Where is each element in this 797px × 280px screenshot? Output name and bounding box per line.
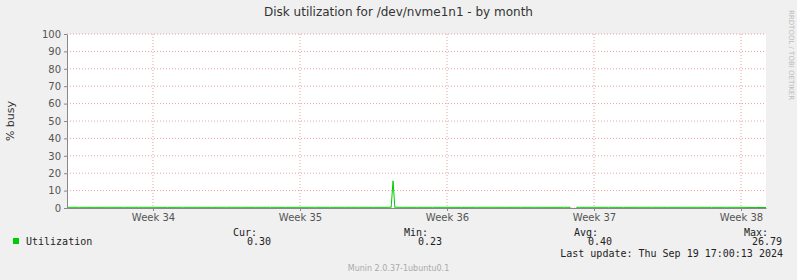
tick-mark: [64, 156, 67, 157]
tick-label: 80: [48, 64, 61, 75]
tick: Week 35: [279, 208, 322, 223]
tick-label: Week 37: [573, 212, 616, 223]
tick-label: 10: [48, 185, 61, 196]
background: [0, 0, 797, 280]
tick: 80: [48, 64, 67, 75]
tick-label: Week 36: [426, 212, 469, 223]
grid-line: [594, 34, 595, 208]
tick: 50: [48, 116, 67, 127]
chart: Week 34 Week 35 Week 36 Week 37 Week 38 0 10 20…: [0, 0, 797, 280]
tick: 90: [48, 46, 67, 57]
stat-value: 26.79: [752, 236, 782, 247]
tick: Week 37: [573, 208, 616, 223]
tick-mark: [64, 138, 67, 139]
last-update: Last update: Thu Sep 19 17:00:13 2024: [560, 248, 783, 259]
tick-mark: [64, 173, 67, 174]
tick-label: 50: [48, 116, 61, 127]
tick-mark: [447, 208, 448, 211]
tick: 100: [42, 29, 67, 40]
tick-label: Week 38: [720, 212, 763, 223]
tick: 60: [48, 98, 67, 109]
axis-line: [67, 35, 68, 209]
grid-line: [67, 103, 766, 104]
tick-mark: [64, 86, 67, 87]
tick-mark: [153, 208, 154, 211]
grid-line: [67, 51, 766, 52]
grid-line: [152, 34, 153, 208]
grid-line: [300, 34, 301, 208]
tick-label: 40: [48, 133, 61, 144]
grid: [67, 34, 766, 208]
x-axis: Week 34 Week 35 Week 36 Week 37 Week 38: [68, 208, 767, 223]
credit: Munin 2.0.37-1ubuntu0.1: [348, 264, 450, 273]
tick-mark: [64, 191, 67, 192]
tick-label: 100: [42, 29, 61, 40]
grid-line: [67, 155, 766, 156]
tick-mark: [64, 34, 67, 35]
tick: 40: [48, 133, 67, 144]
watermark: RRDTOOL / TOBI OETIKER: [787, 10, 795, 100]
tick-label: 30: [48, 151, 61, 162]
tick-label: Week 35: [279, 212, 322, 223]
axis-line: [68, 208, 767, 209]
y-axis-title: % busy: [4, 100, 17, 141]
grid-line: [741, 34, 742, 208]
tick-label: 90: [48, 46, 61, 57]
grid-line: [67, 173, 766, 174]
tick-label: 60: [48, 98, 61, 109]
tick: 20: [48, 168, 67, 179]
tick: Week 36: [426, 208, 469, 223]
grid-line: [447, 34, 448, 208]
tick-mark: [300, 208, 301, 211]
stat-value: 0.40: [588, 236, 612, 247]
tick-mark: [64, 51, 67, 52]
tick-mark: [64, 208, 67, 209]
legend: UtilizationCur:0.30Min:0.23Avg:0.40Max:2…: [13, 227, 782, 247]
tick-label: 70: [48, 81, 61, 92]
tick-mark: [64, 69, 67, 70]
tick-label: Week 34: [132, 212, 175, 223]
title: Disk utilization for /dev/nvme1n1 - by m…: [264, 5, 533, 19]
legend-label: Utilization: [26, 236, 92, 247]
plot-background: [67, 34, 766, 208]
plot-area: [68, 181, 766, 208]
tick: 10: [48, 185, 67, 196]
tick-mark: [741, 208, 742, 211]
y-axis: 0 10 20 30 40 50 60 70 80 90 100: [42, 29, 68, 214]
legend-swatch: [13, 238, 19, 244]
grid-line: [67, 68, 766, 69]
tick: Week 34: [132, 208, 175, 223]
tick-mark: [64, 104, 67, 105]
stat-value: 0.30: [247, 236, 271, 247]
tick-label: 0: [55, 203, 61, 214]
grid-line: [67, 121, 766, 122]
tick: 0: [55, 203, 67, 214]
grid-line: [67, 138, 766, 139]
tick: 70: [48, 81, 67, 92]
grid-line: [67, 190, 766, 191]
grid-line: [67, 86, 766, 87]
tick-label: 20: [48, 168, 61, 179]
tick: Week 38: [720, 208, 763, 223]
tick: 30: [48, 151, 67, 162]
tick-mark: [64, 121, 67, 122]
tick-mark: [594, 208, 595, 211]
line: [68, 181, 766, 208]
stat-value: 0.23: [418, 236, 442, 247]
grid-line: [67, 34, 766, 35]
